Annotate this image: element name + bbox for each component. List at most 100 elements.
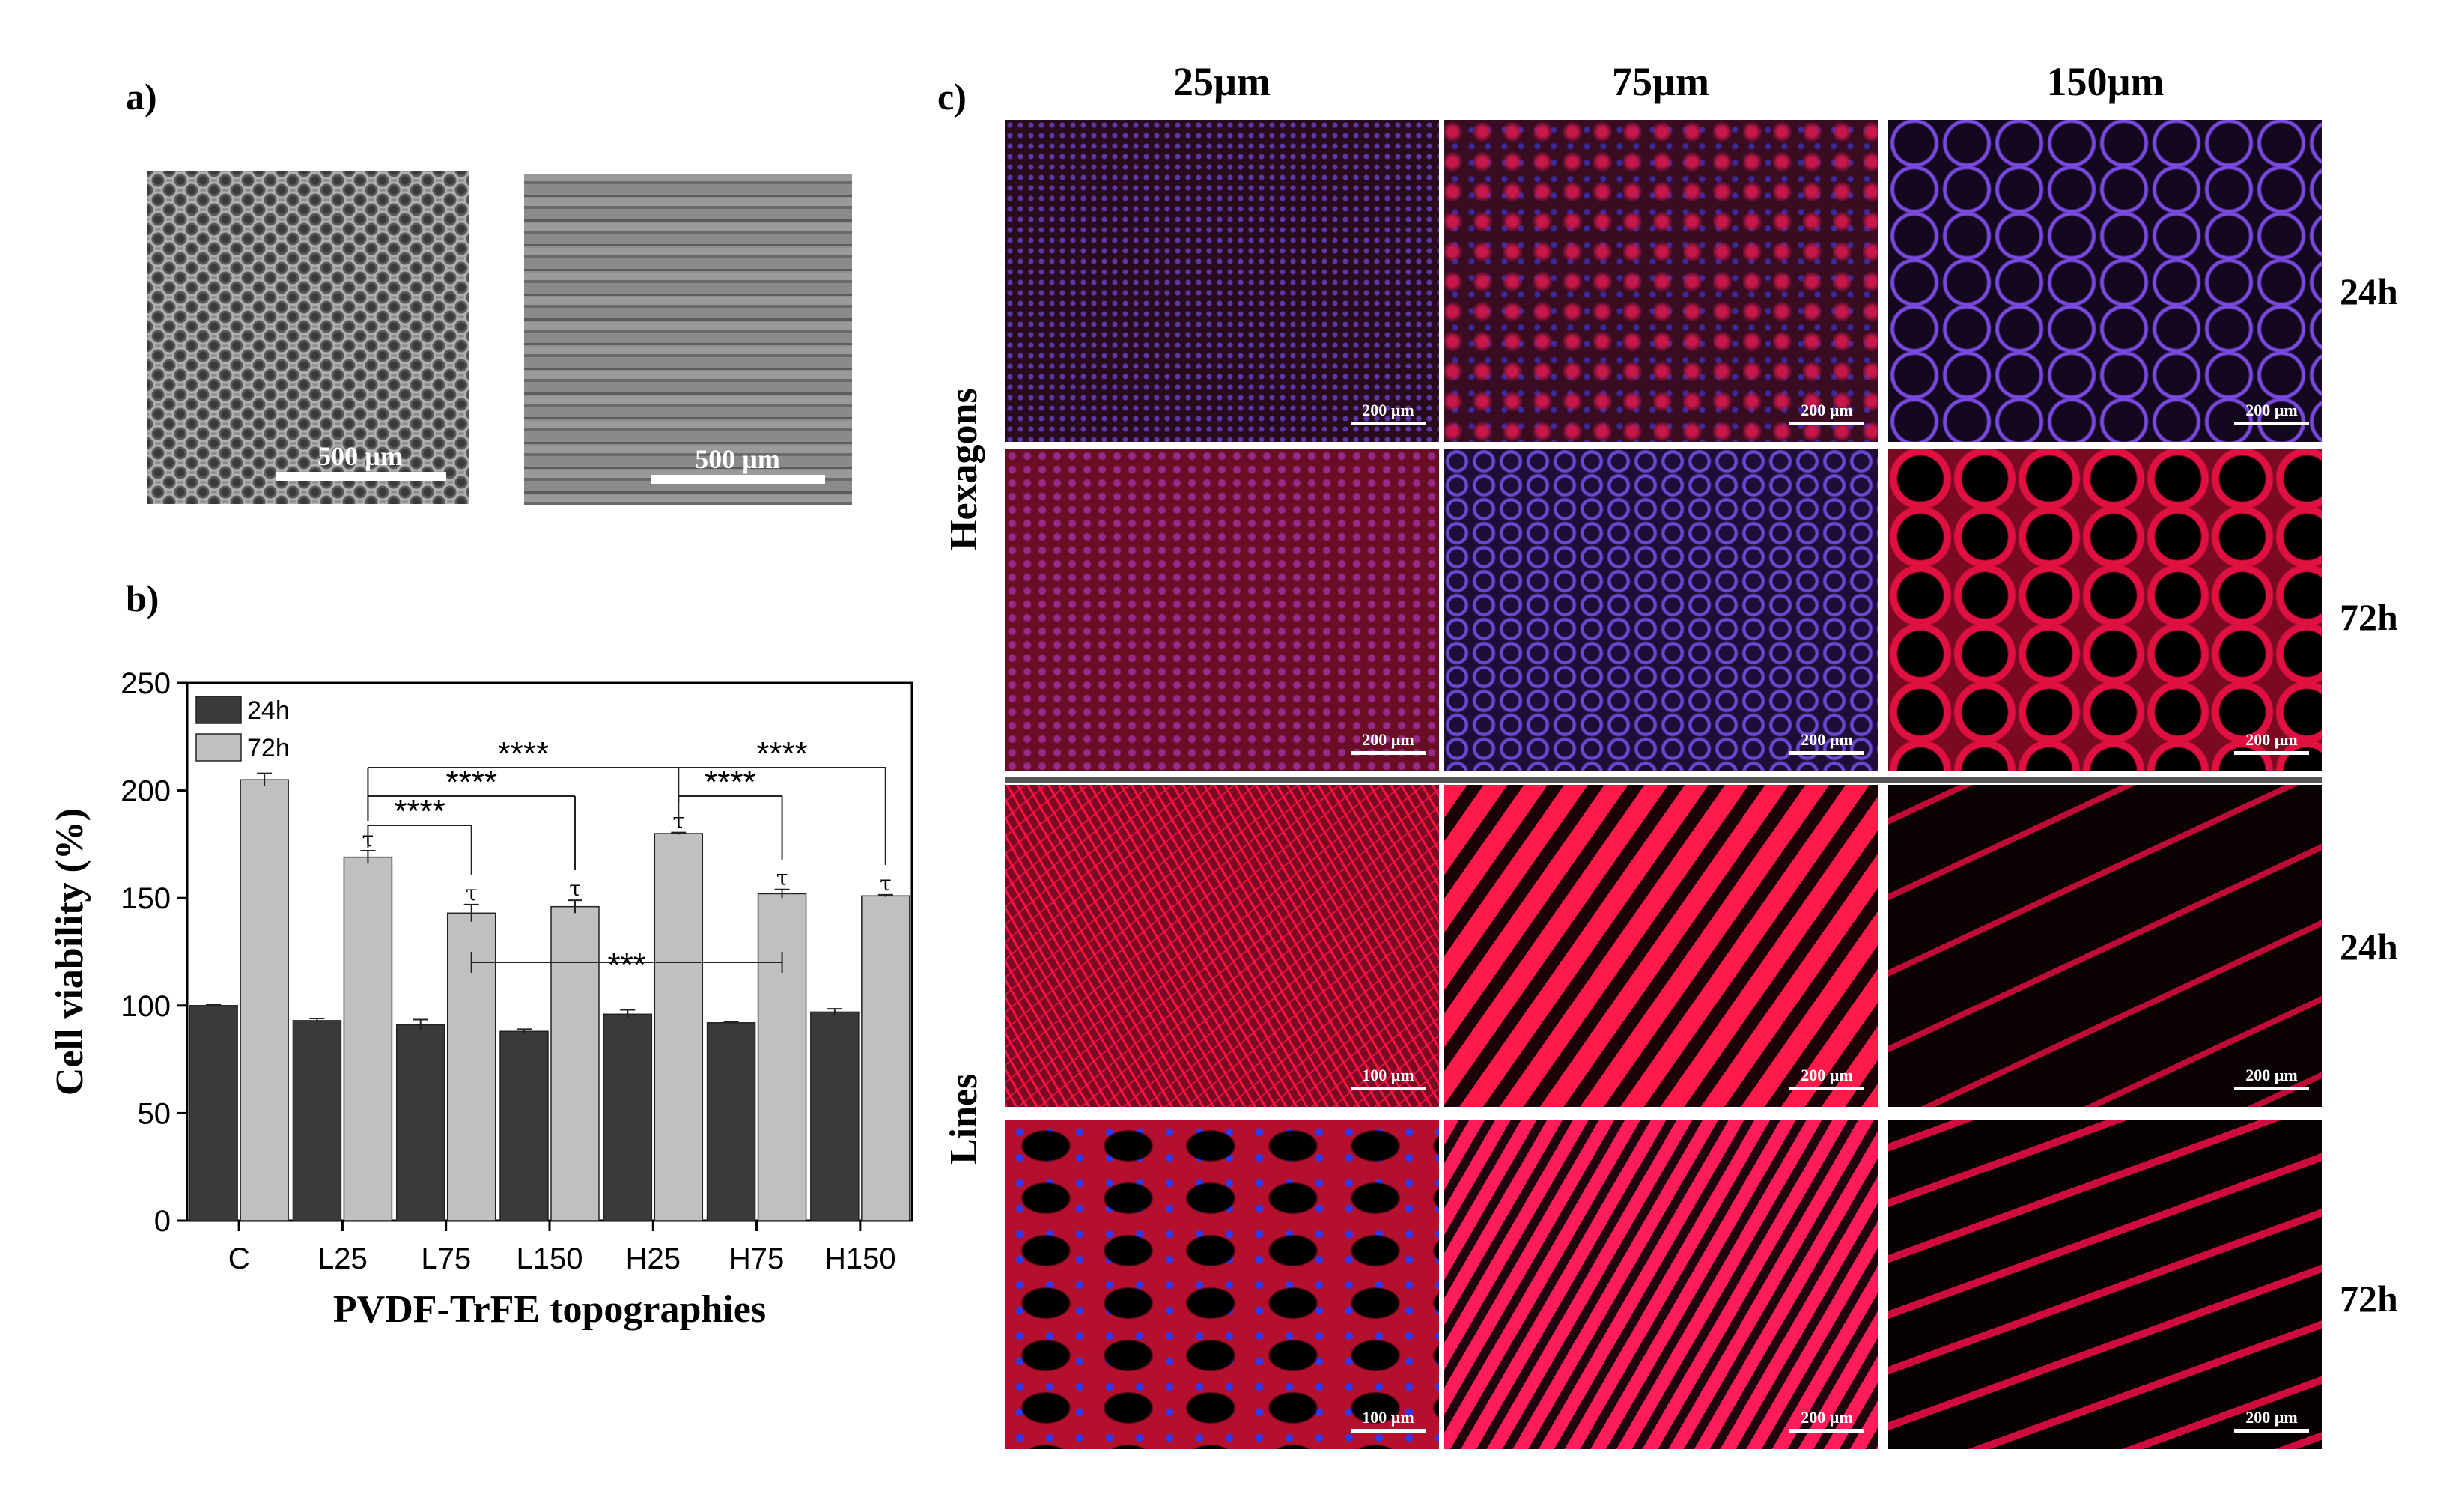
micrograph-scale-text: 200 µm: [1801, 401, 1853, 419]
micrograph-scale-label: 200 µm: [1789, 1408, 1864, 1433]
micrograph-scale-bar: [2234, 1429, 2309, 1433]
legend-label-72h: 72h: [247, 734, 290, 762]
micrograph-scale-label: 200 µm: [1351, 401, 1426, 425]
micrograph-scale-bar: [1351, 751, 1426, 755]
micrograph-r4-c1: 100 µm: [1005, 1120, 1439, 1449]
sig-label: ****: [756, 735, 808, 772]
time-label-hex-72h: 72h: [2340, 596, 2398, 638]
tau-mark: τ: [776, 866, 788, 890]
bar-24h-L150: [499, 1030, 549, 1221]
bar-24h-H25: [603, 1013, 653, 1221]
tau-mark: τ: [880, 871, 892, 896]
micrograph-scale-bar: [2234, 751, 2309, 755]
micrograph-r1-c3: 200 µm: [1888, 120, 2322, 442]
y-tick-label: 200: [121, 775, 171, 808]
micrograph-scale-text: 200 µm: [1801, 1066, 1853, 1084]
micrograph-scale-label: 200 µm: [2234, 730, 2309, 755]
bar-72h-C: [240, 779, 289, 1221]
time-label-lines-24h: 24h: [2340, 926, 2398, 968]
sig-label: ****: [445, 764, 497, 801]
y-tick-label: 250: [121, 667, 171, 700]
column-header-25: 25µm: [1172, 59, 1271, 104]
x-tick-label: H75: [729, 1242, 784, 1275]
x-tick-label: H25: [626, 1242, 681, 1275]
micrograph-scale-label: 200 µm: [2234, 401, 2309, 425]
y-axis-label: Cell viability (%): [49, 808, 91, 1096]
micrograph-r4-c2: 200 µm: [1444, 1120, 1878, 1449]
bar-24h-H75: [706, 1022, 756, 1221]
micrograph-r1-c2: 200 µm: [1444, 120, 1878, 442]
sem-left-scale-bar: [276, 472, 446, 481]
bar-72h-H25: [654, 833, 704, 1221]
sem-right-scale-label: 500 µm: [695, 444, 780, 474]
panel-b-label: b): [126, 577, 159, 619]
x-tick-label: L25: [317, 1242, 368, 1275]
micrograph-scale-label: 100 µm: [1351, 1408, 1426, 1433]
bar-72h-L150: [550, 905, 600, 1221]
row-label-hexagons: Hexagons: [943, 388, 985, 550]
micrograph-scale-text: 200 µm: [2245, 730, 2298, 749]
micrograph-scale-text: 200 µm: [1362, 730, 1414, 749]
micrograph-scale-bar: [1789, 751, 1864, 755]
y-tick-label: 100: [121, 990, 171, 1023]
sem-lines-image: 500 µm: [524, 174, 852, 505]
x-tick-label: L150: [517, 1242, 583, 1275]
sem-right-scale-bar: [651, 475, 825, 484]
micrograph-r4-c3: 200 µm: [1888, 1120, 2322, 1449]
micrograph-r3-c1: 100 µm: [1005, 785, 1439, 1107]
tau-mark: τ: [569, 876, 581, 901]
y-tick-label: 0: [154, 1205, 171, 1238]
micrograph-scale-text: 200 µm: [2245, 1066, 2298, 1084]
micrograph-r3-c3: 200 µm: [1888, 785, 2322, 1107]
micrograph-scale-bar: [1351, 1087, 1426, 1090]
column-header-75: 75µm: [1611, 59, 1710, 104]
x-tick-label: H150: [824, 1242, 896, 1275]
sig-label: ***: [607, 947, 645, 983]
legend-swatch-72h: [195, 733, 242, 762]
column-header-150: 150µm: [2046, 59, 2165, 104]
micrograph-r2-c2: 200 µm: [1444, 449, 1878, 771]
micrograph-scale-text: 200 µm: [1801, 1408, 1853, 1427]
micrograph-r3-c2: 200 µm: [1444, 785, 1878, 1107]
micrograph-scale-text: 200 µm: [2245, 401, 2298, 419]
x-tick-label: C: [228, 1242, 250, 1275]
legend-label-24h: 24h: [247, 696, 290, 725]
bar-72h-L25: [343, 856, 393, 1221]
micrograph-scale-bar: [1789, 1087, 1864, 1090]
micrograph-scale-bar: [1351, 1429, 1426, 1433]
x-tick-label: L75: [421, 1242, 471, 1275]
micrograph-scale-bar: [1351, 422, 1426, 425]
micrograph-scale-label: 100 µm: [1351, 1066, 1426, 1090]
micrograph-scale-text: 100 µm: [1362, 1408, 1414, 1427]
micrograph-scale-bar: [2234, 1087, 2309, 1090]
micrograph-scale-text: 100 µm: [1362, 1066, 1414, 1084]
row-label-lines: Lines: [943, 1073, 985, 1165]
bar-24h-L75: [395, 1024, 445, 1221]
micrograph-r2-c3: 200 µm: [1888, 449, 2322, 771]
x-axis-label: PVDF-TrFE topographies: [333, 1288, 766, 1331]
micrograph-scale-label: 200 µm: [2234, 1408, 2309, 1433]
bar-24h-L25: [292, 1020, 342, 1221]
legend-swatch-24h: [195, 696, 242, 724]
micrograph-scale-label: 200 µm: [1789, 401, 1864, 425]
bar-72h-H75: [757, 893, 807, 1221]
panel-a-label: a): [126, 76, 157, 118]
micrograph-scale-text: 200 µm: [1362, 401, 1414, 419]
micrograph-scale-label: 200 µm: [1351, 730, 1426, 755]
micrograph-scale-text: 200 µm: [1801, 730, 1853, 749]
micrograph-r2-c1: 200 µm: [1005, 449, 1439, 771]
micrograph-r1-c1: 200 µm: [1005, 120, 1439, 442]
sig-label: ****: [705, 764, 756, 801]
micrograph-scale-label: 200 µm: [1789, 730, 1864, 755]
row-group-separator: [1005, 777, 2322, 783]
y-tick-label: 50: [138, 1097, 171, 1130]
panel-c-label: c): [937, 76, 967, 118]
tau-mark: τ: [673, 809, 685, 834]
bar-72h-H150: [861, 895, 910, 1221]
tau-mark: τ: [466, 881, 478, 905]
sig-label: ****: [498, 735, 550, 772]
time-label-hex-24h: 24h: [2340, 270, 2398, 312]
sem-left-scale-label: 500 µm: [317, 441, 403, 471]
micrograph-scale-bar: [1789, 422, 1864, 425]
